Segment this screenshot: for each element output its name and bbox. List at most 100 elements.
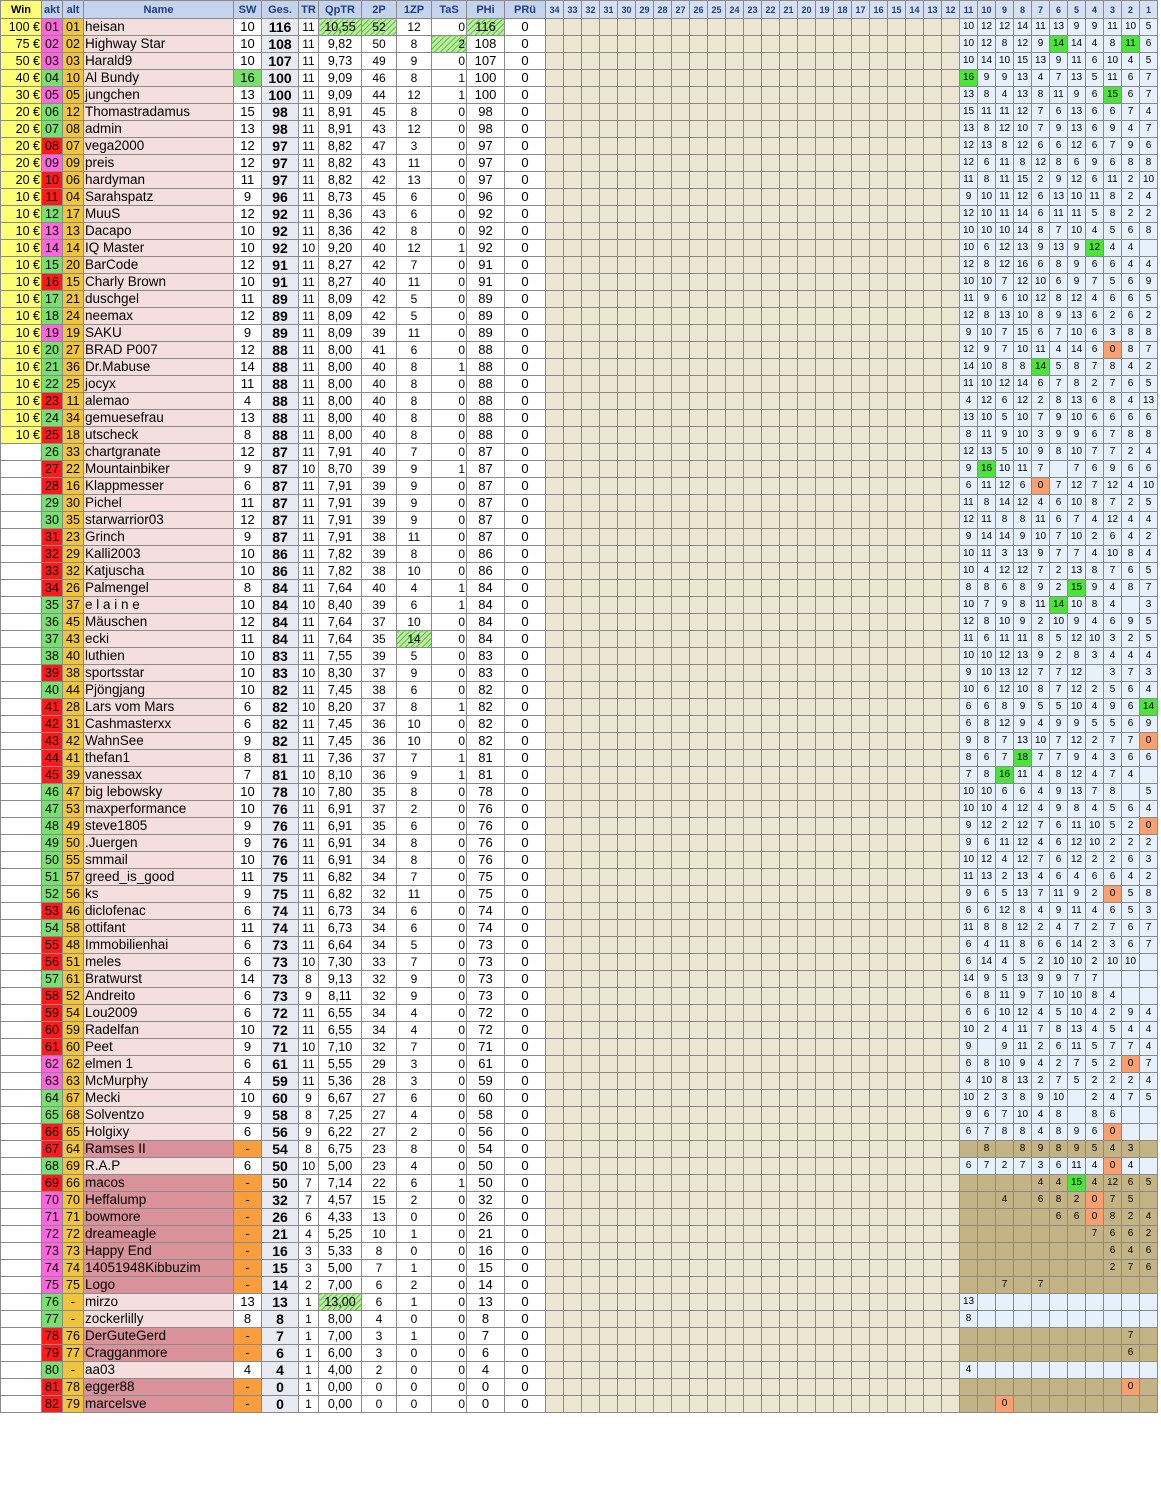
round-cell-empty [726, 70, 744, 87]
qptr-cell: 5,55 [319, 1056, 362, 1073]
round-cell-empty [798, 1311, 816, 1328]
round-cell-empty [942, 512, 960, 529]
win-cell [1, 784, 42, 801]
round-score [960, 1175, 978, 1192]
round-cell-empty [780, 240, 798, 257]
table-row: 10 €23 11 alemao 4 88 11 8,00 40 8 0 88 0 4 12 6 12 2 8 13… [1, 393, 1158, 410]
round-score: 5 [1122, 886, 1140, 903]
round-score: 7 [1104, 767, 1122, 784]
round-cell-empty [780, 767, 798, 784]
round-cell-empty [636, 886, 654, 903]
player-name: steve1805 [84, 818, 234, 835]
win-cell [1, 461, 42, 478]
round-score: 9 [1122, 138, 1140, 155]
round-cell-empty [564, 36, 582, 53]
p2-cell: 37 [362, 614, 397, 631]
rank-current: 50 [42, 852, 63, 869]
p2-cell: 50 [362, 36, 397, 53]
total-points: 60 [262, 1090, 299, 1107]
z1-cell: 5 [397, 648, 432, 665]
round-cell-empty [636, 852, 654, 869]
pru-cell: 0 [505, 257, 546, 274]
player-name: Pichel [84, 495, 234, 512]
round-score: 8 [1050, 1141, 1068, 1158]
round-score: 11 [996, 206, 1014, 223]
round-score: 6 [1140, 138, 1158, 155]
round-cell-empty [942, 427, 960, 444]
sw-cell: 9 [234, 733, 262, 750]
round-cell-empty [762, 988, 780, 1005]
round-cell-empty [852, 1124, 870, 1141]
round-cell-empty [600, 1107, 618, 1124]
round-cell-empty [546, 614, 564, 631]
round-cell-empty [690, 206, 708, 223]
round-score [978, 1175, 996, 1192]
pru-cell: 0 [505, 138, 546, 155]
pru-cell: 0 [505, 427, 546, 444]
total-points: 89 [262, 325, 299, 342]
round-score: 6 [978, 903, 996, 920]
round-score [1068, 1294, 1086, 1311]
tas-cell: 0 [432, 1311, 467, 1328]
round-cell-empty [906, 70, 924, 87]
round-cell-empty [762, 835, 780, 852]
round-cell-empty [780, 1277, 798, 1294]
round-cell-empty [744, 359, 762, 376]
tas-cell: 0 [432, 1107, 467, 1124]
round-cell-empty [780, 223, 798, 240]
round-cell-empty [690, 410, 708, 427]
round-cell-empty [636, 393, 654, 410]
phi-cell: 14 [467, 1277, 505, 1294]
round-cell-empty [924, 325, 942, 342]
round-cell-empty [906, 1158, 924, 1175]
round-score: 12 [996, 478, 1014, 495]
round-cell-empty [780, 53, 798, 70]
round-cell-empty [888, 835, 906, 852]
round-score: 8 [978, 733, 996, 750]
round-score: 6 [1104, 104, 1122, 121]
total-points: 7 [262, 1328, 299, 1345]
phi-cell: 82 [467, 733, 505, 750]
round-cell-empty [906, 818, 924, 835]
round-score: 5 [1104, 801, 1122, 818]
round-cell-empty [924, 70, 942, 87]
round-cell-empty [582, 512, 600, 529]
sw-cell: 6 [234, 903, 262, 920]
qptr-cell: 8,91 [319, 121, 362, 138]
round-cell-empty [888, 240, 906, 257]
round-cell-empty [618, 1022, 636, 1039]
pru-cell: 0 [505, 1328, 546, 1345]
round-cell-empty [888, 597, 906, 614]
round-cell-empty [942, 342, 960, 359]
round-score: 5 [1104, 274, 1122, 291]
round-cell-empty [564, 563, 582, 580]
round-cell-empty [906, 138, 924, 155]
round-cell-empty [726, 53, 744, 70]
win-cell [1, 1005, 42, 1022]
round-cell-empty [690, 87, 708, 104]
round-cell-empty [762, 903, 780, 920]
round-cell-empty [672, 121, 690, 138]
round-cell-empty [780, 1192, 798, 1209]
round-cell-empty [852, 1107, 870, 1124]
round-score: 6 [1032, 1192, 1050, 1209]
round-cell-empty [834, 1243, 852, 1260]
rank-previous: 72 [63, 1226, 84, 1243]
round-score: 10 [1068, 988, 1086, 1005]
round-score: 13 [1014, 648, 1032, 665]
rank-current: 68 [42, 1158, 63, 1175]
round-cell-empty [906, 257, 924, 274]
round-score [1068, 1328, 1086, 1345]
tr-cell: 11 [299, 36, 319, 53]
p2-cell: 36 [362, 716, 397, 733]
p2-cell: 39 [362, 512, 397, 529]
round-cell-empty [690, 1005, 708, 1022]
round-score: 11 [996, 937, 1014, 954]
round-cell-empty [744, 257, 762, 274]
round-cell-empty [726, 886, 744, 903]
round-cell-empty [780, 1141, 798, 1158]
total-points: 81 [262, 767, 299, 784]
rank-previous: 60 [63, 1039, 84, 1056]
round-cell-empty [726, 563, 744, 580]
round-cell-empty [618, 1362, 636, 1379]
